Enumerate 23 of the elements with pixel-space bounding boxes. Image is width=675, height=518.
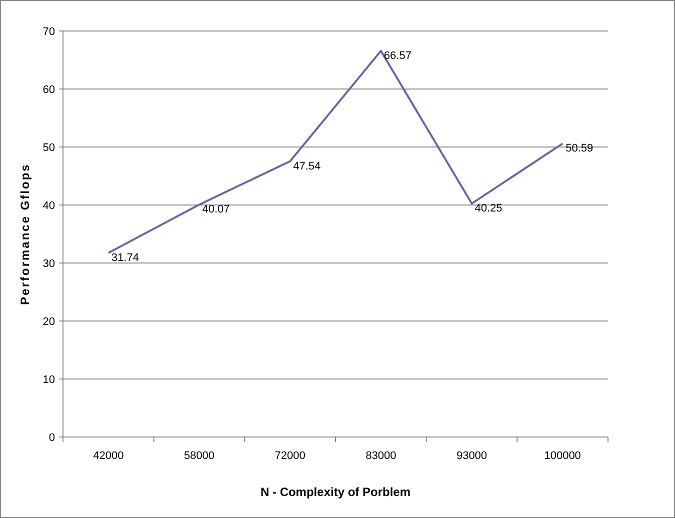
y-tick-label: 0 <box>48 432 55 444</box>
y-tick-label: 70 <box>42 26 55 38</box>
data-label: 40.07 <box>202 204 230 216</box>
y-tick-label: 60 <box>42 84 55 96</box>
x-tick-label: 58000 <box>184 450 215 462</box>
data-label: 66.57 <box>384 50 412 62</box>
y-tick-label: 10 <box>42 374 55 386</box>
x-tick-label: 42000 <box>93 450 124 462</box>
y-tick-label: 40 <box>42 200 55 212</box>
x-axis-title: N - Complexity of Porblem <box>260 485 411 499</box>
data-label: 31.74 <box>111 252 139 264</box>
data-label: 47.54 <box>293 160 321 172</box>
y-axis-title: Performance Gflops <box>18 163 32 305</box>
y-tick-label: 20 <box>42 316 55 328</box>
y-tick-label: 50 <box>42 142 55 154</box>
line-series <box>107 50 564 254</box>
data-label: 50.59 <box>566 142 594 155</box>
x-tick-label: 72000 <box>274 450 306 462</box>
y-tick-label: 30 <box>42 258 55 270</box>
x-tick-label: 83000 <box>366 450 396 462</box>
x-tick-label: 93000 <box>456 450 488 462</box>
data-label: 40.25 <box>474 202 502 215</box>
x-tick-label: 100000 <box>544 450 581 462</box>
